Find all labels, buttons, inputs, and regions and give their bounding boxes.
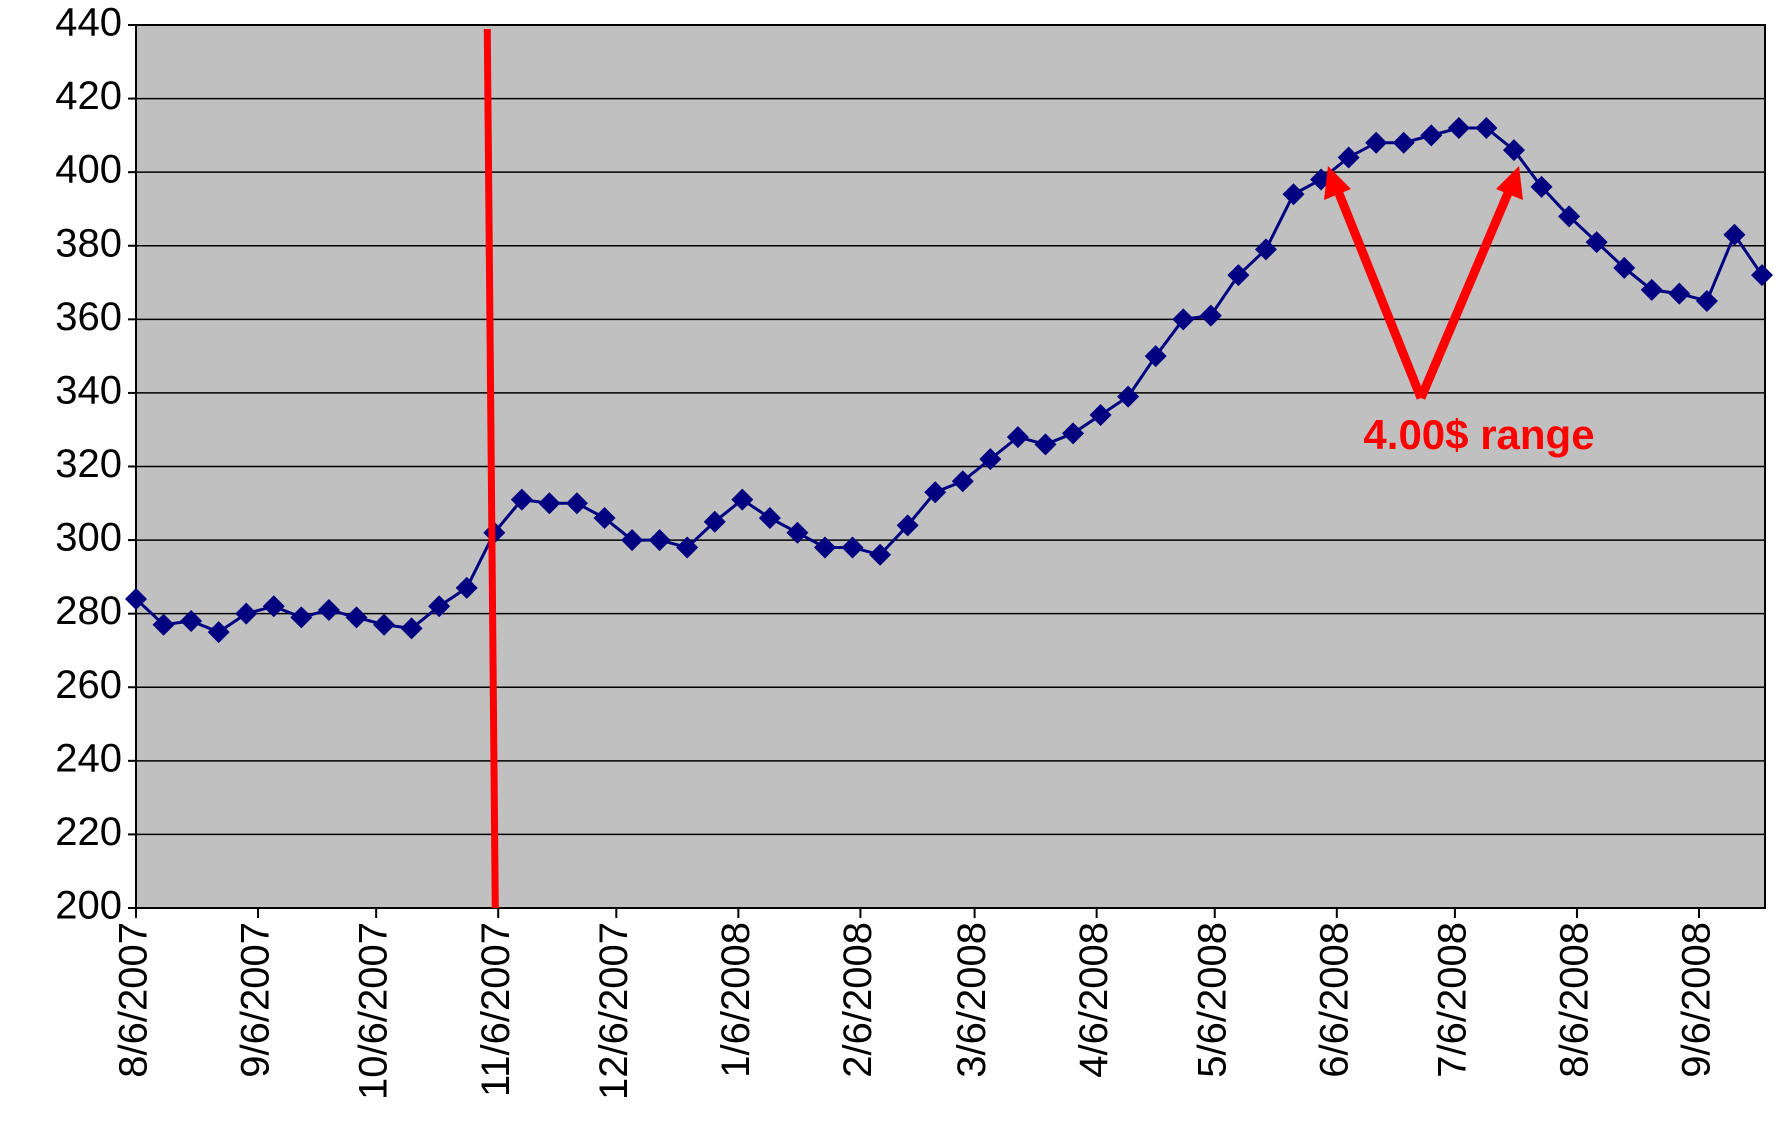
point (510, 488, 533, 511)
y-tick-label: 380 (55, 221, 122, 265)
x-tick-label: 5/6/2008 (1190, 922, 1234, 1078)
x-tick-label: 1/6/2008 (714, 922, 758, 1078)
y-tick-label: 300 (55, 516, 122, 560)
point (1502, 139, 1525, 162)
point (648, 529, 671, 552)
point (1282, 183, 1305, 206)
y-tick-label: 360 (55, 295, 122, 339)
point (1751, 264, 1773, 287)
point (758, 507, 781, 530)
point (317, 598, 340, 621)
point (1585, 231, 1608, 254)
x-tick-label: 10/6/2007 (352, 922, 396, 1100)
point (951, 470, 974, 493)
point (979, 448, 1002, 471)
point (1089, 403, 1112, 426)
point (676, 536, 699, 559)
point (869, 543, 892, 566)
point (565, 492, 588, 515)
point (1558, 205, 1581, 228)
x-tick-label: 2/6/2008 (836, 922, 880, 1078)
y-tick-label: 320 (55, 442, 122, 486)
arrow-head (1324, 166, 1351, 200)
point (731, 488, 754, 511)
point (593, 507, 616, 530)
point (152, 613, 175, 636)
point (896, 514, 919, 537)
point (345, 606, 368, 629)
point (1337, 146, 1360, 169)
point (1199, 304, 1222, 327)
y-tick-label: 280 (55, 589, 122, 633)
point (841, 536, 864, 559)
point (703, 510, 726, 533)
marks (125, 24, 1773, 909)
point (1006, 426, 1029, 449)
x-tick-label: 6/6/2008 (1312, 922, 1356, 1078)
arrow-shaft (1331, 184, 1426, 400)
point (1475, 117, 1498, 140)
point (1227, 264, 1250, 287)
x-tick-label: 9/6/2007 (234, 922, 278, 1078)
x-tick-label: 4/6/2008 (1072, 922, 1116, 1078)
x-tick-label: 9/6/2008 (1675, 922, 1719, 1078)
reference-line (483, 28, 499, 909)
y-tick-label: 260 (55, 663, 122, 707)
y-tick-label: 400 (55, 148, 122, 192)
x-tick-label: 8/6/2007 (112, 922, 156, 1078)
point (1034, 433, 1057, 456)
y-tick-label: 220 (55, 810, 122, 854)
range-arrows (1324, 166, 1523, 400)
point (1723, 223, 1746, 246)
y-tick-label: 420 (55, 74, 122, 118)
y-tick-label: 200 (55, 884, 122, 928)
point (924, 481, 947, 504)
x-tick-label: 11/6/2007 (474, 922, 518, 1097)
x-tick-label: 8/6/2008 (1553, 922, 1597, 1078)
point (235, 602, 258, 625)
point (428, 595, 451, 618)
point (455, 576, 478, 599)
x-tick-label: 12/6/2007 (592, 922, 636, 1100)
point (262, 595, 285, 618)
point (1695, 289, 1718, 312)
y-tick-label: 340 (55, 368, 122, 412)
point (1172, 308, 1195, 331)
point (786, 521, 809, 544)
point (180, 610, 203, 633)
point (1117, 385, 1140, 408)
point (621, 529, 644, 552)
x-tick-label: 7/6/2008 (1430, 922, 1474, 1078)
point (1420, 124, 1443, 147)
point (1365, 131, 1388, 154)
point (813, 536, 836, 559)
point (1530, 175, 1553, 198)
point (1144, 345, 1167, 368)
annotation: 4.00$ range (1363, 411, 1594, 458)
point (373, 613, 396, 636)
arrow-shaft (1416, 184, 1516, 400)
point (1447, 117, 1470, 140)
point (1640, 278, 1663, 301)
point (1668, 282, 1691, 305)
point (538, 492, 561, 515)
y-tick-label: 240 (55, 736, 122, 780)
point (400, 617, 423, 640)
point (1254, 238, 1277, 261)
point (290, 606, 313, 629)
point (207, 621, 230, 644)
point (1062, 422, 1085, 445)
point (1392, 131, 1415, 154)
y-tick-label: 440 (55, 1, 122, 45)
point (1613, 256, 1636, 279)
arrow-head (1496, 166, 1523, 200)
x-tick-label: 3/6/2008 (950, 922, 994, 1078)
point (125, 587, 147, 610)
